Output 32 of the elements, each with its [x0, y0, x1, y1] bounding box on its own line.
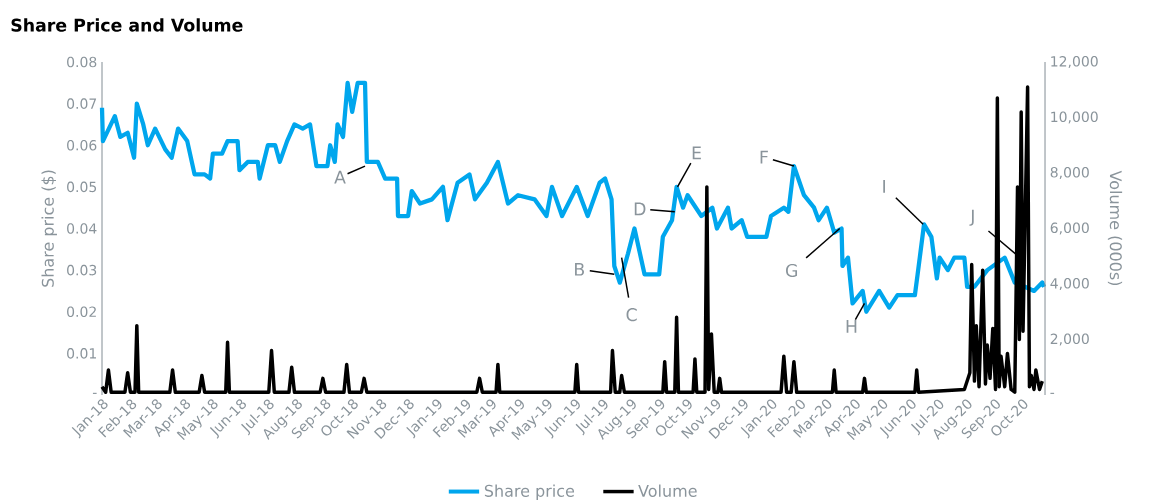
y2-tick-label: 2,000: [1050, 333, 1089, 346]
legend-label: Volume: [638, 484, 697, 497]
chart-title: Share Price and Volume: [11, 18, 243, 32]
legend-label: Share price: [484, 484, 575, 500]
annotation: H: [846, 320, 857, 333]
y2-tick-label: 6,000: [1050, 222, 1089, 235]
y2-tick-label: 4,000: [1050, 277, 1089, 291]
y-tick-label: 0.04: [67, 223, 97, 234]
annotation: B: [575, 262, 585, 276]
y2-tick-label: 8,000: [1050, 166, 1089, 180]
y2-tick-label: 12,000: [1051, 55, 1098, 69]
y-axis-title: Share price ($): [41, 170, 57, 287]
y-tick-label: 0.01: [67, 348, 96, 359]
annotation: E: [692, 146, 701, 160]
y-tick-label: 0.08: [67, 56, 97, 68]
annotation: G: [786, 263, 798, 278]
y2-tick-label: -: [1050, 392, 1055, 394]
y2-axis-title: Volume (000s): [1107, 170, 1123, 286]
y-tick-label: -: [92, 392, 97, 394]
annotation: J: [969, 209, 974, 226]
annotation: F: [760, 150, 768, 164]
annotation: C: [626, 308, 637, 322]
y-tick-label: 0.02: [67, 306, 96, 318]
line-series: [100, 85, 1045, 394]
y2-tick-label: 10,000: [1051, 111, 1098, 124]
y-tick-label: 0.07: [67, 98, 97, 109]
y-tick-label: 0.06: [67, 139, 97, 151]
y-tick-label: 0.03: [67, 264, 97, 276]
annotation: A: [334, 170, 346, 184]
annotation: D: [634, 202, 646, 216]
y-tick-label: 0.05: [67, 181, 97, 193]
annotation: I: [883, 180, 885, 193]
